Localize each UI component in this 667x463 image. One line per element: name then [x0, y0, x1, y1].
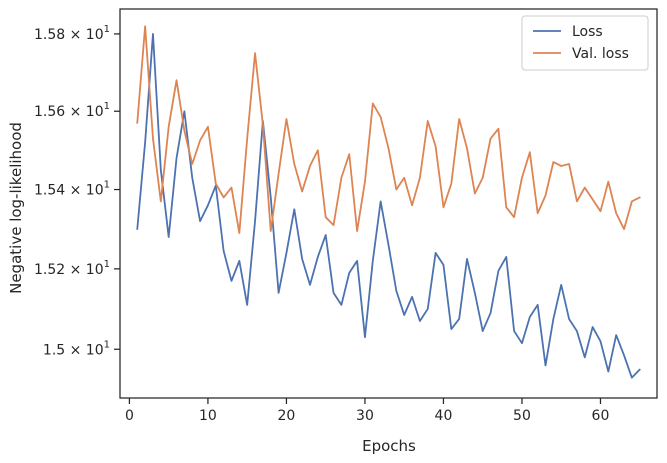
x-tick-label: 50 — [513, 408, 531, 424]
x-tick-label: 10 — [199, 408, 217, 424]
x-axis: 0 10 20 30 40 50 60 — [125, 398, 609, 424]
y-axis: 1.5 × 101 1.52 × 101 1.54 × 101 1.56 × 101 1… — [34, 24, 120, 358]
legend: Loss Val. loss — [521, 15, 649, 71]
y-tick-label: 1.54 × 101 — [34, 180, 110, 199]
x-tick-label: 20 — [278, 408, 296, 424]
y-tick-label: 1.58 × 101 — [34, 24, 110, 43]
y-tick-label: 1.52 × 101 — [34, 259, 110, 278]
legend-box — [521, 15, 649, 71]
x-tick-label: 40 — [435, 408, 453, 424]
legend-label: Loss — [572, 24, 603, 40]
x-tick-label: 60 — [592, 408, 610, 424]
x-tick-label: 30 — [356, 408, 374, 424]
y-tick-label: 1.5 × 101 — [43, 339, 110, 358]
series-line-val-loss — [136, 25, 641, 234]
x-axis-label: Epochs — [362, 437, 416, 455]
y-axis-label: Negative log-likelihood — [7, 122, 25, 294]
plot-area — [136, 25, 641, 379]
y-tick-label: 1.56 × 101 — [34, 101, 110, 120]
plot-frame — [119, 8, 658, 399]
series-line-loss — [136, 33, 641, 379]
legend-label: Val. loss — [572, 46, 629, 62]
x-tick-label: 0 — [125, 408, 134, 424]
